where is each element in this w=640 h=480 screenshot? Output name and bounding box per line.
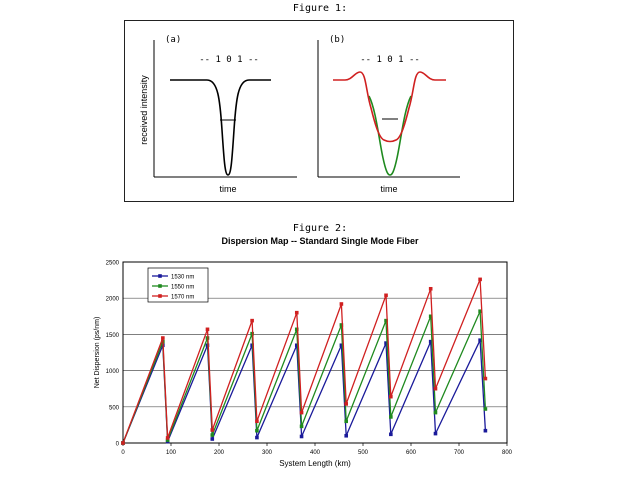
data-point [294,310,299,315]
panel-a-bits: -- 1 0 1 -- [199,55,259,65]
data-point [428,314,433,319]
panel-b-red-trace [333,71,446,143]
data-point [294,327,299,332]
figure1-frame [124,20,514,202]
x-tick-label: 300 [262,450,273,456]
data-point [165,438,170,442]
panel-a-label: (a) [165,35,181,45]
y-tick-labels: 0 500 1000 1500 2000 2500 [106,261,120,448]
data-point [210,437,215,441]
x-tick-labels: 0 100 200 300 400 500 600 700 800 [121,443,513,456]
legend-marker [158,294,162,298]
data-point [433,431,438,436]
panel-a-ylabel: received intensity [139,75,149,145]
x-tick-label: 600 [406,450,417,456]
chart-legend: 1530 nm 1550 nm 1570 nm [147,267,209,303]
data-point [384,293,388,298]
data-point [205,327,210,332]
data-point [483,428,488,433]
figure1-caption: Figure 1: [292,3,348,14]
data-point [250,318,254,323]
data-point [210,433,215,437]
data-point [339,323,344,327]
figure2-caption: Figure 2: [292,223,348,234]
data-point [478,277,482,282]
panel-b-green-trace [368,95,412,176]
data-point [384,318,388,323]
data-point [210,428,215,432]
data-point [339,343,344,348]
legend-marker [158,274,162,278]
data-point [255,435,259,440]
x-tick-label: 200 [214,450,225,456]
x-tick-label: 0 [121,450,125,456]
panel-a-xlabel: time [219,184,236,194]
y-tick-label: 1500 [106,333,120,339]
y-tick-label: 500 [109,405,120,411]
y-tick-label: 2000 [106,297,120,303]
data-point [339,302,344,306]
data-point [389,432,393,437]
x-tick-label: 500 [358,450,369,456]
data-point [344,402,348,406]
data-point [165,436,170,440]
chart-series [121,277,488,445]
y-tick-label: 2500 [106,261,120,267]
data-point [428,339,433,344]
data-point [478,309,482,314]
data-point [389,415,393,419]
data-point [294,343,299,348]
x-tick-label: 400 [310,450,321,456]
y-axis-label: Net Dispersion (ps/nm) [94,317,101,389]
chart-title: Dispersion Map -- Standard Single Mode F… [221,236,419,246]
data-point [299,424,304,429]
x-tick-label: 100 [166,450,177,456]
legend-label: 1530 nm [171,274,194,280]
panel-b-bits: -- 1 0 1 -- [360,55,420,65]
data-point [433,410,438,415]
data-point [384,341,388,345]
y-tick-label: 1000 [106,369,120,375]
panel-b-label: (b) [329,35,345,45]
x-axis-label: System Length (km) [279,459,351,468]
data-point [483,376,488,381]
series-line-1 [122,339,487,444]
data-point [428,286,433,291]
data-point [255,428,259,433]
data-point [121,441,125,445]
data-point [161,336,165,340]
data-point [344,419,348,424]
panel-a-trace [170,79,271,176]
x-tick-label: 800 [502,450,513,456]
data-point [299,434,304,439]
data-point [255,419,259,424]
data-point [483,407,488,411]
data-point [389,394,393,399]
data-point [299,410,304,415]
data-point [478,338,482,342]
series-line-2 [122,310,487,444]
legend-label: 1550 nm [171,284,194,290]
panel-b-xlabel: time [380,184,397,194]
legend-marker [158,284,162,288]
y-tick-label: 0 [116,442,120,448]
data-point [433,386,438,391]
data-point [344,433,348,438]
legend-label: 1570 nm [171,294,194,300]
x-tick-label: 700 [454,450,465,456]
